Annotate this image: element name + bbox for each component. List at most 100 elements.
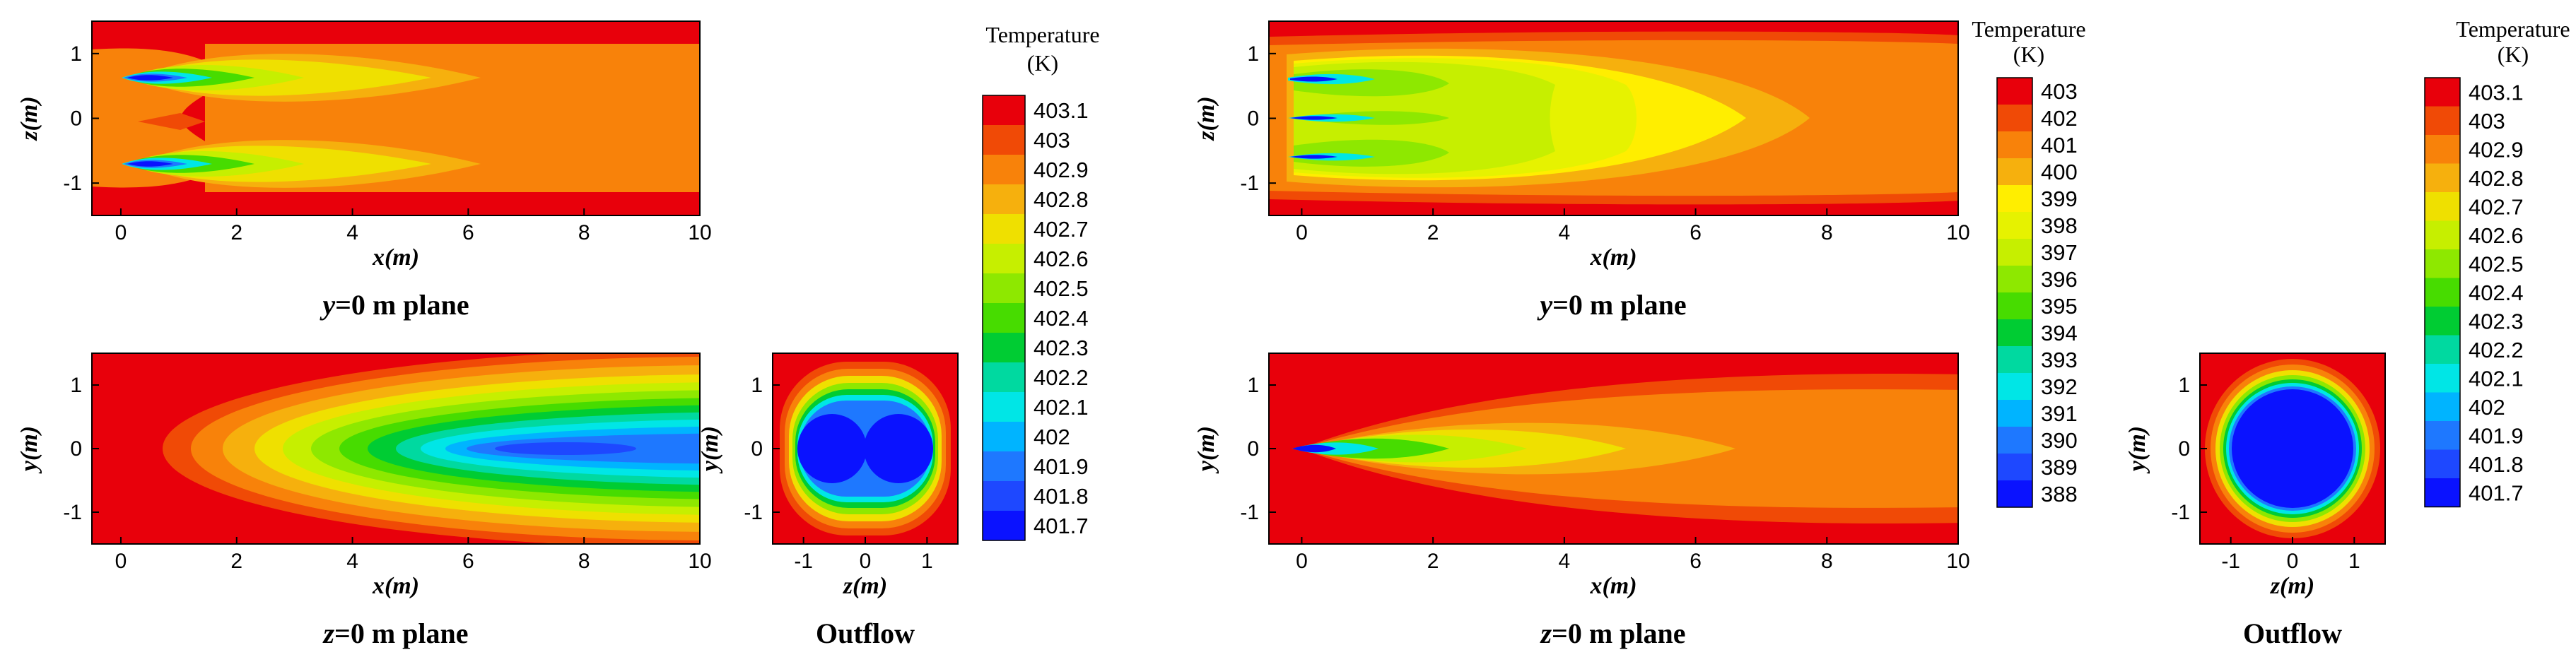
- colorbar-left-unit: (K): [1027, 50, 1058, 76]
- x-tick-label: 2: [230, 221, 242, 244]
- x-axis-label: x(m): [1589, 573, 1637, 599]
- colorbar-swatch: [1997, 158, 2032, 185]
- colorbar-level-label: 402.7: [2469, 194, 2524, 219]
- colorbar-swatch: [2425, 78, 2460, 107]
- x-tick-label: 2: [230, 550, 242, 573]
- colorbar-right: 403.1 403 402.9 402.8 402.7 402.6 402.5 402.4 40…: [2424, 77, 2524, 508]
- panel-case1-outflow-axes: -1 0 1 1 0 -1 z(m) y(m): [697, 374, 933, 599]
- colorbar-level-label: 402.9: [1034, 158, 1089, 182]
- colorbar-swatch: [983, 303, 1025, 333]
- x-axis-label: x(m): [372, 244, 419, 271]
- colorbar-swatch: [2425, 192, 2460, 221]
- x-tick-label: 0: [115, 221, 127, 244]
- colorbar-level-label: 402.1: [2469, 366, 2524, 391]
- colorbar-level-label: 402.5: [1034, 276, 1089, 301]
- colorbar-swatch: [1997, 239, 2032, 266]
- colorbar-swatch: [2425, 421, 2460, 450]
- x-axis-label: x(m): [1589, 244, 1637, 271]
- colorbar-level-label: 402: [2041, 106, 2078, 131]
- colorbar-level-label: 402.2: [2469, 338, 2524, 362]
- colorbar-left-title: Temperature: [985, 22, 1099, 47]
- colorbar-swatch: [1997, 400, 2032, 427]
- colorbar-level-label: 402: [2469, 395, 2505, 420]
- x-axis-label: z(m): [2270, 573, 2314, 599]
- y-axis-label: y(m): [16, 426, 42, 474]
- colorbar-level-label: 396: [2041, 267, 2078, 292]
- colorbar-level-label: 402.6: [1034, 247, 1089, 271]
- colorbar-middle-unit: (K): [2013, 42, 2044, 67]
- x-tick-label: 1: [2348, 550, 2360, 573]
- colorbar-level-label: 399: [2041, 187, 2078, 211]
- colorbar-level-label: 402.4: [1034, 306, 1089, 331]
- y-tick-label: -1: [63, 172, 82, 195]
- colorbar-swatch: [2425, 335, 2460, 364]
- y-tick-label: -1: [1240, 172, 1259, 195]
- colorbar-right-unit: (K): [2498, 42, 2529, 67]
- colorbar-swatch: [983, 273, 1025, 303]
- colorbar-swatch: [1997, 131, 2032, 158]
- colorbar-level-label: 395: [2041, 294, 2078, 319]
- y-axis-label: z(m): [16, 96, 42, 141]
- x-tick-label: 4: [1559, 221, 1571, 244]
- y-axis-label: y(m): [2124, 426, 2150, 474]
- panel-captions: y=0 m plane z=0 m plane Outflow y=0 m pl…: [320, 289, 2342, 649]
- colorbar-right-title: Temperature: [2456, 16, 2570, 42]
- y-tick-label: -1: [744, 501, 763, 524]
- colorbar-level-label: 402.4: [2469, 280, 2524, 305]
- colorbar-level-label: 402.1: [1034, 395, 1089, 420]
- x-tick-label: 6: [1690, 550, 1702, 573]
- colorbar-swatch: [2425, 364, 2460, 393]
- colorbar-swatch: [2425, 392, 2460, 421]
- colorbar-level-label: 391: [2041, 401, 2078, 426]
- y-tick-label: 1: [2178, 374, 2190, 397]
- y-tick-label: 0: [70, 437, 82, 461]
- y-axis-label: z(m): [1193, 96, 1219, 141]
- colorbar-swatch: [983, 392, 1025, 422]
- colorbar-swatch: [2425, 478, 2460, 507]
- y-tick-label: 0: [751, 437, 763, 461]
- colorbar-swatch: [983, 184, 1025, 214]
- colorbar-swatch: [983, 451, 1025, 481]
- colorbar-level-label: 402.8: [2469, 166, 2524, 191]
- colorbar-swatch: [1997, 454, 2032, 480]
- caption-case1-outflow: Outflow: [816, 617, 915, 649]
- y-axis-label: y(m): [1193, 426, 1219, 474]
- colorbar-swatch: [2425, 278, 2460, 307]
- y-tick-label: 0: [1247, 437, 1259, 461]
- colorbar-level-label: 390: [2041, 428, 2078, 453]
- colorbar-swatch: [983, 95, 1025, 125]
- colorbar-level-label: 400: [2041, 160, 2078, 184]
- x-tick-label: 6: [462, 550, 474, 573]
- colorbar-swatch: [2425, 106, 2460, 135]
- colorbar-middle-title: Temperature: [1972, 16, 2085, 42]
- x-tick-label: 4: [346, 221, 358, 244]
- colorbar-middle: 4034024014003993983973963953943933923913…: [1996, 77, 2078, 508]
- colorbar-swatch: [1997, 427, 2032, 454]
- x-tick-label: -1: [2221, 550, 2240, 573]
- caption-case2-y0: y=0 m plane: [1537, 289, 1686, 321]
- colorbar-frame: [982, 95, 1026, 541]
- x-tick-label: 2: [1427, 550, 1439, 573]
- panel-case2-outflow: -1 0 1 1 0 -1 z(m) y(m): [2124, 353, 2386, 599]
- x-axis-label: x(m): [372, 573, 419, 599]
- x-tick-label: 8: [578, 550, 590, 573]
- colorbar-level-label: 403: [2469, 109, 2505, 134]
- colorbar-level-label: 401.7: [2469, 480, 2524, 505]
- x-tick-label: 1: [921, 550, 933, 573]
- colorbar-level-label: 392: [2041, 374, 2078, 399]
- y-tick-label: 1: [1247, 374, 1259, 397]
- colorbar-swatch: [1997, 212, 2032, 239]
- colorbar-level-label: 398: [2041, 213, 2078, 238]
- colorbar-level-label: 401: [2041, 133, 2078, 158]
- colorbar-level-label: 403: [1034, 128, 1070, 153]
- colorbar-swatch: [1997, 319, 2032, 346]
- x-axis-label: z(m): [843, 573, 887, 599]
- colorbar-swatch: [1997, 373, 2032, 400]
- x-tick-label: -1: [794, 550, 813, 573]
